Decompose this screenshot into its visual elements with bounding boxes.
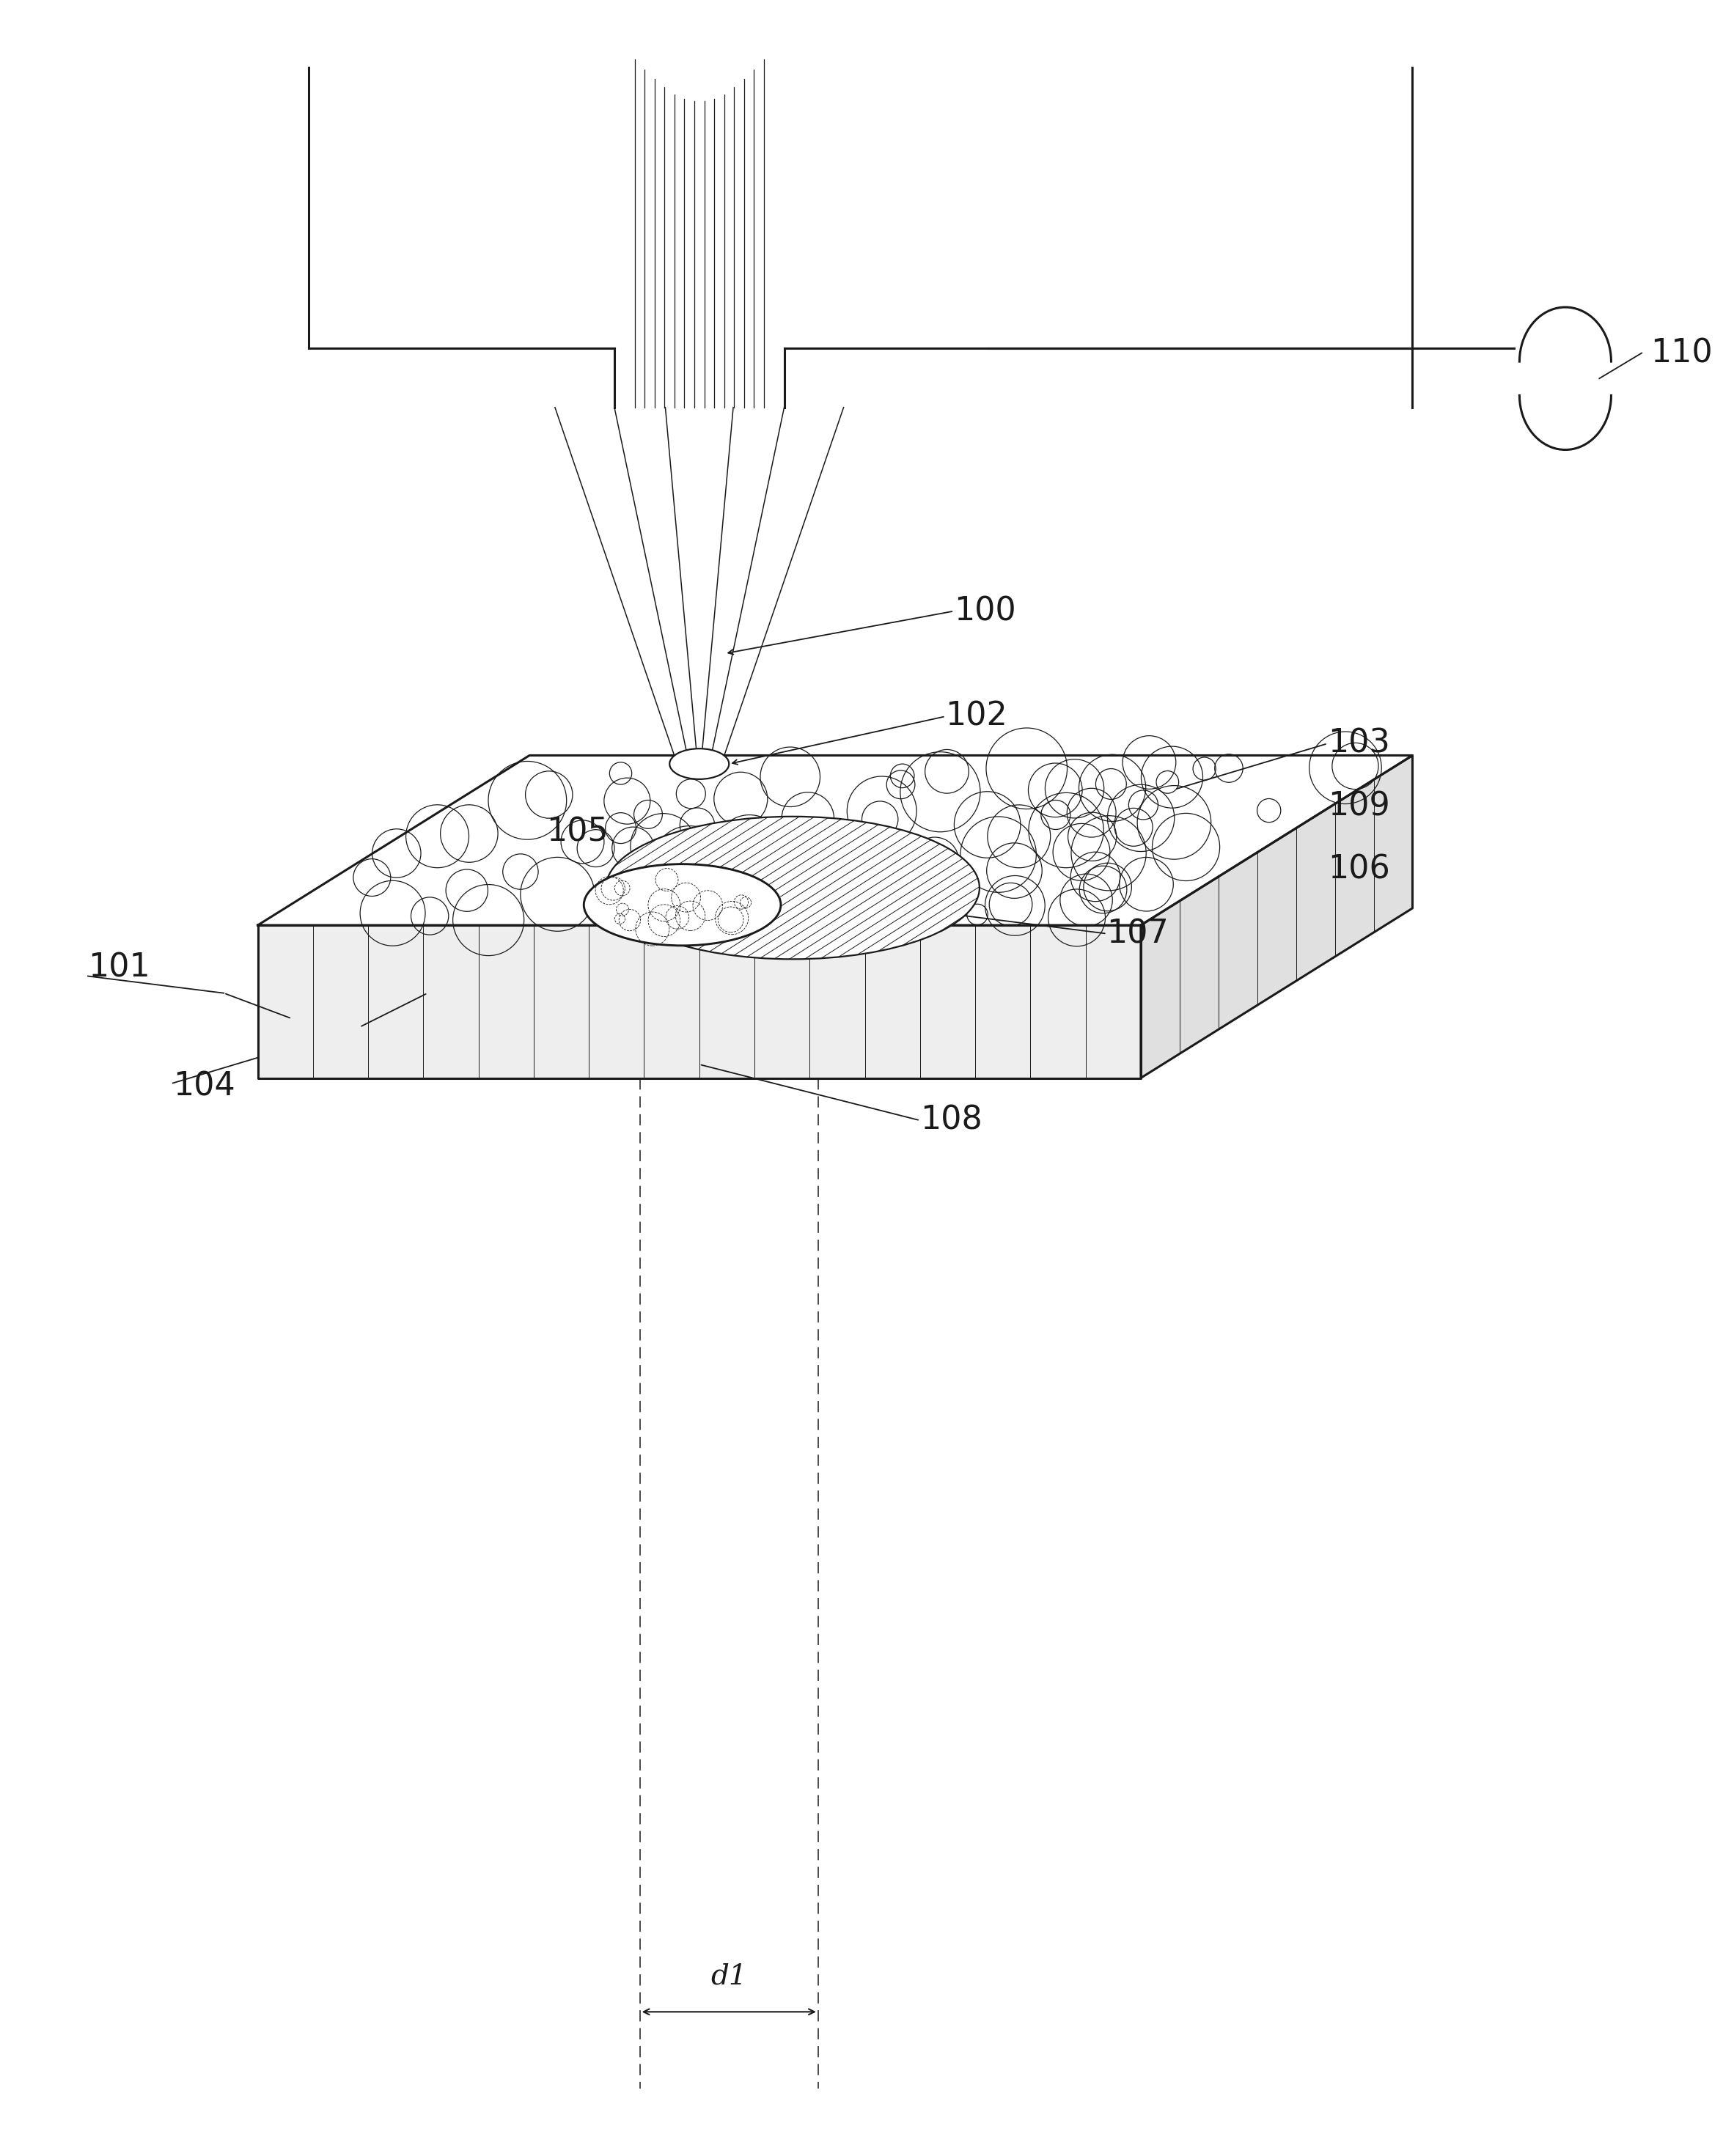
Text: 105: 105 <box>546 817 608 847</box>
Text: 100: 100 <box>955 595 1017 627</box>
Text: 103: 103 <box>1328 729 1390 759</box>
Text: 106: 106 <box>1328 854 1390 884</box>
Ellipse shape <box>584 865 781 946</box>
Ellipse shape <box>670 748 729 778</box>
Text: d1: d1 <box>712 1962 748 1990</box>
Text: 107: 107 <box>1106 918 1168 949</box>
Ellipse shape <box>606 817 979 959</box>
Text: 104: 104 <box>172 1072 234 1102</box>
Text: 109: 109 <box>1328 791 1390 821</box>
Text: 101: 101 <box>88 953 150 983</box>
Polygon shape <box>258 755 1413 925</box>
Text: 108: 108 <box>920 1104 982 1136</box>
Polygon shape <box>258 925 1141 1078</box>
Text: 110: 110 <box>1651 336 1713 369</box>
Polygon shape <box>1141 755 1413 1078</box>
Text: 102: 102 <box>946 701 1008 733</box>
